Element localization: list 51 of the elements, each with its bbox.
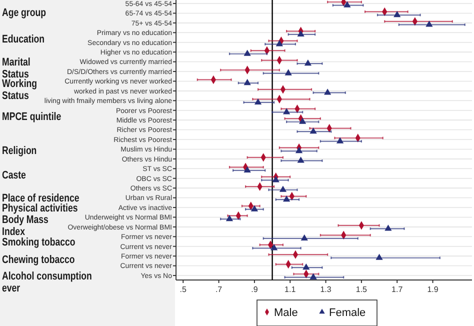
text: Age group <box>2 7 46 20</box>
point <box>244 78 251 86</box>
point <box>276 40 283 46</box>
point <box>302 263 310 270</box>
x-tick-label: 1.7 <box>392 285 404 294</box>
point <box>299 118 306 124</box>
text: Physical activities <box>2 202 78 215</box>
point <box>297 30 304 36</box>
point <box>310 273 317 280</box>
x-tick-label: .5 <box>180 285 188 294</box>
x-tick-label: 1.5 <box>356 285 368 294</box>
legend-label: Female <box>329 306 366 319</box>
text: Place of residence <box>2 192 80 205</box>
point <box>336 137 344 144</box>
text: Education <box>2 33 44 46</box>
point <box>270 244 278 250</box>
point <box>244 50 251 56</box>
point <box>284 69 292 76</box>
point <box>282 108 290 114</box>
point <box>254 98 262 104</box>
point <box>226 214 234 222</box>
text: Alcohol consumption ever <box>2 270 92 295</box>
text: Chewing tobacco <box>2 254 75 266</box>
point <box>324 88 332 95</box>
point <box>384 224 392 231</box>
point <box>310 127 317 134</box>
point <box>282 195 290 202</box>
point <box>279 186 287 192</box>
x-tick-label: 1.9 <box>427 285 439 294</box>
x-tick-label: .7 <box>215 285 223 294</box>
point <box>250 205 258 212</box>
text: Caste <box>2 169 26 182</box>
text: Body Mass Index <box>2 214 49 238</box>
text: MPCE quintile <box>2 111 62 124</box>
point <box>297 156 304 163</box>
text: Smoking tobacco <box>2 236 76 249</box>
point <box>426 20 433 27</box>
x-tick-label: 1.1 <box>284 285 296 294</box>
text: Religion <box>2 145 37 158</box>
x-tick-label: 1.3 <box>320 285 332 294</box>
point <box>394 10 401 18</box>
text: Working Status <box>2 78 38 102</box>
point <box>295 146 303 154</box>
point <box>376 254 383 260</box>
point <box>300 234 308 240</box>
point <box>244 166 251 172</box>
point <box>304 59 312 66</box>
x-tick-label: .9 <box>251 285 258 294</box>
point <box>344 1 351 8</box>
legend-label: Male <box>274 306 298 319</box>
point <box>272 176 280 182</box>
